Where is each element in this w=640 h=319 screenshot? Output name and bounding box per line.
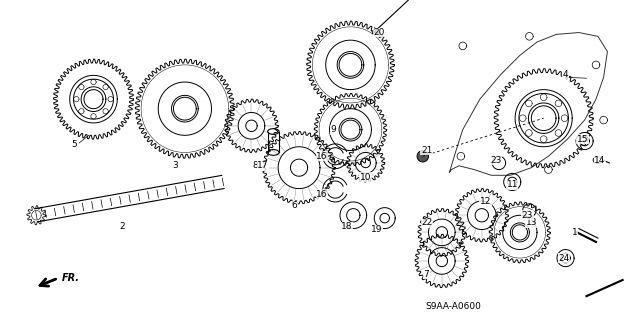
Text: 2: 2 <box>119 222 125 231</box>
Text: 21: 21 <box>421 146 432 155</box>
Text: 20: 20 <box>373 28 385 37</box>
Text: FR.: FR. <box>62 273 80 283</box>
Text: 16: 16 <box>316 152 328 161</box>
Text: 23: 23 <box>522 211 533 220</box>
Text: 7: 7 <box>424 270 429 279</box>
Circle shape <box>417 151 429 162</box>
Text: 16: 16 <box>316 190 328 199</box>
Text: 3: 3 <box>172 161 178 170</box>
Text: 8: 8 <box>252 161 258 170</box>
Text: 9: 9 <box>330 125 336 134</box>
Text: 17: 17 <box>257 161 269 170</box>
Text: 22: 22 <box>421 219 432 227</box>
Text: S9AA-A0600: S9AA-A0600 <box>426 301 481 310</box>
Text: 5: 5 <box>72 140 77 149</box>
Text: 4: 4 <box>563 70 568 79</box>
Text: 6: 6 <box>291 201 297 210</box>
Text: 10: 10 <box>360 173 371 182</box>
Text: 19: 19 <box>371 225 383 234</box>
Text: 14: 14 <box>594 156 605 165</box>
Text: 24: 24 <box>558 254 569 263</box>
Text: 13: 13 <box>525 219 537 227</box>
Text: 11: 11 <box>506 180 518 189</box>
Text: 18: 18 <box>341 222 353 231</box>
Text: 23: 23 <box>490 156 502 165</box>
Text: 12: 12 <box>480 197 492 206</box>
Text: 1: 1 <box>572 228 578 237</box>
Text: 15: 15 <box>577 135 588 144</box>
